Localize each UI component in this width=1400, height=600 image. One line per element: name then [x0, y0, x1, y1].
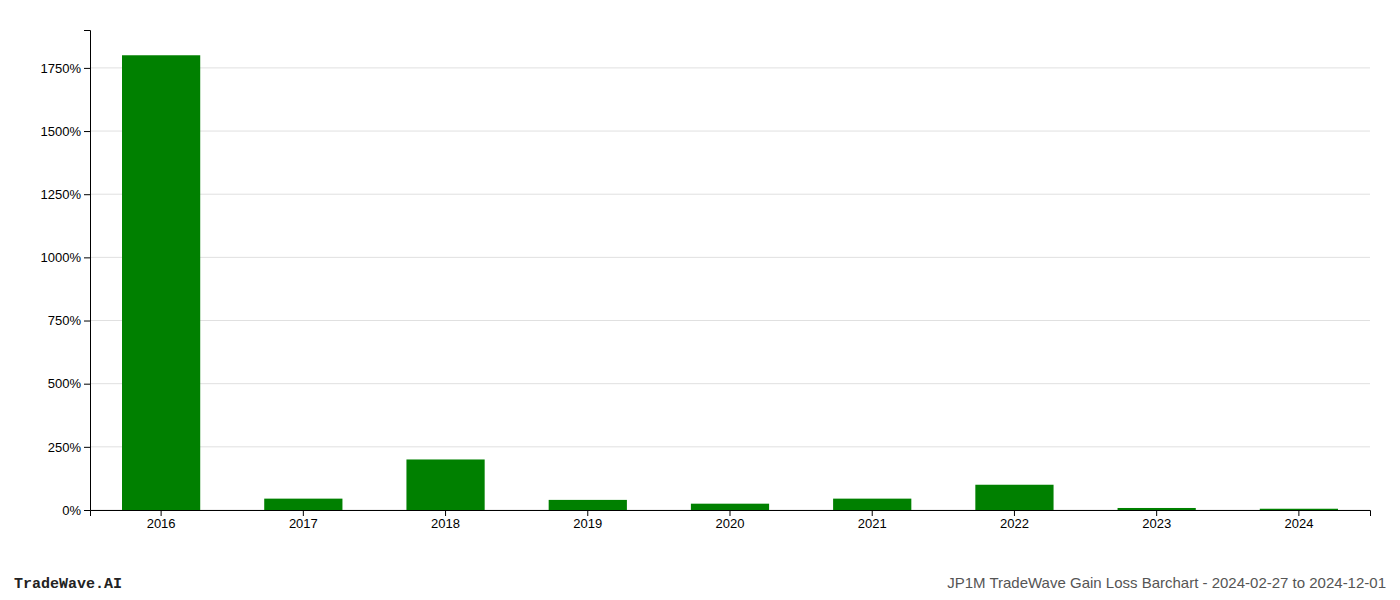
y-tick-label: 0% — [62, 503, 81, 518]
x-tick-mark — [872, 510, 873, 516]
grid-line — [90, 257, 1370, 258]
bar — [1118, 508, 1196, 510]
y-tick-label: 1250% — [41, 187, 82, 202]
bar — [264, 499, 342, 510]
grid-line — [90, 446, 1370, 447]
bar — [549, 500, 627, 510]
x-tick-label: 2018 — [431, 516, 460, 531]
grid-line — [90, 67, 1370, 68]
x-tick-label: 2016 — [147, 516, 176, 531]
bar — [975, 485, 1053, 510]
y-tick: 1750% — [41, 61, 90, 76]
y-tick: 1000% — [41, 250, 90, 265]
plot-area: 0%250%500%750%1000%1250%1500%1750%201620… — [41, 31, 1371, 532]
bars — [122, 55, 1338, 510]
y-tick: 1500% — [41, 124, 90, 139]
chart-container: 0%250%500%750%1000%1250%1500%1750%201620… — [0, 0, 1400, 600]
x-tick-label: 2021 — [858, 516, 887, 531]
grid-line — [90, 320, 1370, 321]
y-tick: 0% — [62, 503, 90, 518]
bar — [691, 504, 769, 510]
grid-line — [90, 383, 1370, 384]
y-tick-label: 750% — [48, 313, 82, 328]
grid-line — [90, 194, 1370, 195]
x-tick: 2018 — [431, 510, 460, 531]
y-tick-mark — [84, 194, 90, 195]
x-tick-label: 2023 — [1142, 516, 1171, 531]
y-tick-mark — [84, 510, 90, 511]
x-tick-mark — [1298, 510, 1299, 516]
x-tick: 2022 — [1000, 510, 1029, 531]
x-tick-label: 2022 — [1000, 516, 1029, 531]
x-tick: 2016 — [147, 510, 176, 531]
x-tick-label: 2019 — [573, 516, 602, 531]
x-tick: 2023 — [1142, 510, 1171, 531]
x-tick: 2020 — [716, 510, 745, 531]
y-tick: 250% — [48, 440, 90, 455]
x-tick-mark — [303, 510, 304, 516]
x-tick-mark — [161, 510, 162, 516]
y-tick-mark — [84, 384, 90, 385]
x-tick: 2019 — [573, 510, 602, 531]
y-tick: 750% — [48, 313, 90, 328]
bar — [122, 55, 200, 510]
x-tick-mark — [1156, 510, 1157, 516]
x-axis-line — [91, 511, 1371, 517]
x-axis: 2016 2017 2018 2019 2020 2021 2022 2023 2024 — [91, 510, 1371, 531]
footer-left: TradeWave.AI — [14, 576, 122, 593]
chart-svg: 0%250%500%750%1000%1250%1500%1750%201620… — [0, 0, 1400, 600]
y-axis: 0% 250% 500% 750% 1000% 1250% 1500% 1750% — [41, 31, 91, 518]
y-tick-mark — [84, 131, 90, 132]
y-tick-label: 250% — [48, 440, 82, 455]
grid — [90, 68, 1370, 510]
bar — [406, 459, 484, 510]
y-tick: 500% — [48, 376, 90, 391]
y-tick: 1250% — [41, 187, 90, 202]
grid-line — [90, 131, 1370, 132]
y-axis-line — [84, 31, 91, 511]
x-tick-mark — [587, 510, 588, 516]
x-tick-label: 2020 — [716, 516, 745, 531]
y-tick-mark — [84, 447, 90, 448]
x-tick: 2021 — [858, 510, 887, 531]
y-tick-label: 500% — [48, 376, 82, 391]
x-tick: 2017 — [289, 510, 318, 531]
y-tick-mark — [84, 321, 90, 322]
x-tick-mark — [730, 510, 731, 516]
footer-right: JP1M TradeWave Gain Loss Barchart - 2024… — [947, 574, 1386, 591]
y-tick-mark — [84, 257, 90, 258]
y-tick-label: 1000% — [41, 250, 82, 265]
bar — [833, 499, 911, 510]
x-tick-label: 2017 — [289, 516, 318, 531]
x-tick: 2024 — [1284, 510, 1313, 531]
x-tick-mark — [445, 510, 446, 516]
y-tick-label: 1500% — [41, 124, 82, 139]
y-tick-label: 1750% — [41, 61, 82, 76]
x-tick-mark — [1014, 510, 1015, 516]
x-tick-label: 2024 — [1284, 516, 1313, 531]
bar — [1260, 509, 1338, 510]
y-tick-mark — [84, 68, 90, 69]
